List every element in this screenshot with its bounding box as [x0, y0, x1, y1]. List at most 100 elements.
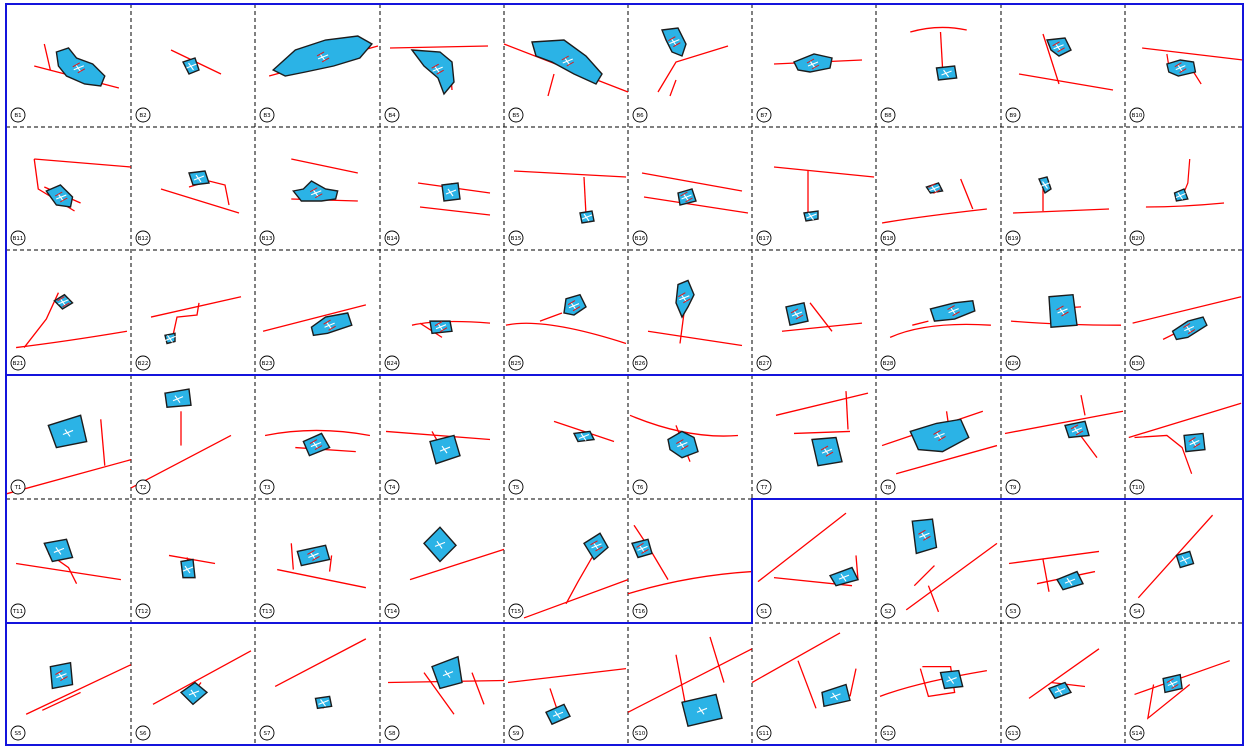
site-drawing: [409, 526, 505, 581]
site-tile: B22: [135, 296, 242, 371]
parcel-hatch: [193, 175, 205, 181]
road-line: [757, 512, 847, 583]
circled-tile-label-icon: [632, 725, 648, 741]
circled-tile-label-icon: [1005, 725, 1021, 741]
tile-label: T6: [636, 485, 644, 491]
site-drawing: [1018, 33, 1114, 91]
parcel-hatch: [919, 532, 930, 538]
site-tile: T7: [756, 391, 869, 495]
tile-label: S6: [140, 731, 147, 737]
road-line: [1146, 683, 1191, 720]
road-line: [471, 672, 485, 705]
circled-tile-label-icon: [632, 603, 648, 619]
parcel-markup: [316, 51, 330, 63]
road-line: [150, 296, 242, 318]
road-line: [423, 672, 455, 715]
site-drawing: [629, 414, 739, 462]
parcel-hatch: [791, 311, 803, 317]
tile-label: T1: [14, 485, 22, 491]
road-line: [910, 26, 967, 33]
tile-label: S1: [761, 609, 768, 615]
parcel-hatch: [1177, 192, 1184, 200]
circled-tile-label-icon: [384, 479, 400, 495]
road-line: [855, 555, 859, 580]
parcel-hatch: [1073, 426, 1080, 435]
site-drawing: [881, 410, 998, 475]
parcel-hatch: [936, 432, 942, 440]
tile-label: B24: [387, 361, 398, 367]
road-line: [629, 414, 739, 437]
circled-tile-label-icon: [756, 107, 772, 123]
parcel-hatch: [319, 53, 326, 62]
road-line: [264, 429, 371, 437]
tile-label: T14: [386, 609, 398, 615]
circled-tile-label-icon: [1005, 355, 1021, 371]
circled-tile-label-icon: [10, 230, 26, 246]
site-drawing: [262, 304, 367, 337]
tile-label: S11: [759, 731, 770, 737]
road-line: [1042, 559, 1050, 592]
parcel-hatch: [568, 303, 580, 309]
site-tile: B27: [756, 301, 863, 371]
circled-tile-label-icon: [1005, 603, 1021, 619]
site-drawing: [781, 301, 863, 332]
parcel-shape: [793, 53, 833, 73]
road-line: [1134, 434, 1193, 475]
parcel-markup: [567, 300, 581, 312]
parcel-hatch: [174, 395, 181, 404]
circled-tile-label-icon: [10, 355, 26, 371]
parcel-hatch: [1055, 43, 1062, 52]
road-line: [1042, 33, 1060, 85]
parcel-hatch: [436, 541, 443, 549]
parcel-hatch: [1169, 680, 1175, 688]
road-line: [643, 196, 749, 214]
road-line: [409, 548, 505, 581]
tile-label: B2: [139, 113, 146, 119]
site-tile: B21: [10, 292, 128, 371]
site-tile: T11: [10, 538, 122, 619]
site-drawing: [274, 638, 367, 710]
road-line: [385, 430, 491, 441]
circled-tile-label-icon: [508, 230, 524, 246]
parcel-markup: [918, 529, 931, 541]
site-tile: S1: [756, 512, 860, 619]
parcel-hatch: [73, 65, 85, 71]
road-line: [547, 73, 555, 97]
parcel-hatch: [165, 335, 176, 341]
parcel-hatch: [432, 66, 443, 72]
circled-tile-label-icon: [756, 725, 772, 741]
road-line: [1028, 648, 1100, 699]
parcel-hatch: [832, 692, 838, 701]
road-line: [960, 178, 974, 210]
parcel-hatch: [830, 693, 841, 699]
parcel-markup: [323, 319, 336, 331]
road-line: [881, 208, 987, 224]
tile-label: B1: [14, 113, 21, 119]
parcel-hatch: [1042, 181, 1048, 189]
tile-label: T16: [634, 609, 646, 615]
road-line: [290, 543, 294, 570]
site-tile: T10: [1128, 402, 1242, 495]
site-tile: B7: [756, 53, 863, 123]
site-tile: B29: [1005, 293, 1122, 371]
site-drawing: [879, 666, 987, 698]
circled-tile-label-icon: [1005, 107, 1021, 123]
site-tile: B26: [632, 279, 743, 371]
tile-label: S9: [513, 731, 520, 737]
site-tile: B9: [1005, 33, 1114, 123]
road-line: [328, 555, 333, 572]
site-tile: T5: [508, 420, 615, 495]
site-drawing: [1010, 293, 1122, 328]
tile-label: B20: [1132, 236, 1143, 242]
road-line: [130, 434, 232, 489]
parcel-hatch: [583, 213, 590, 222]
site-tile: B15: [508, 170, 627, 246]
parcel-hatch: [948, 308, 959, 314]
site-drawing: [627, 636, 753, 728]
circled-tile-label-icon: [1129, 107, 1145, 123]
tile-label: B28: [883, 361, 894, 367]
road-line: [513, 170, 627, 178]
road-line: [912, 320, 929, 326]
road-line: [627, 570, 753, 595]
